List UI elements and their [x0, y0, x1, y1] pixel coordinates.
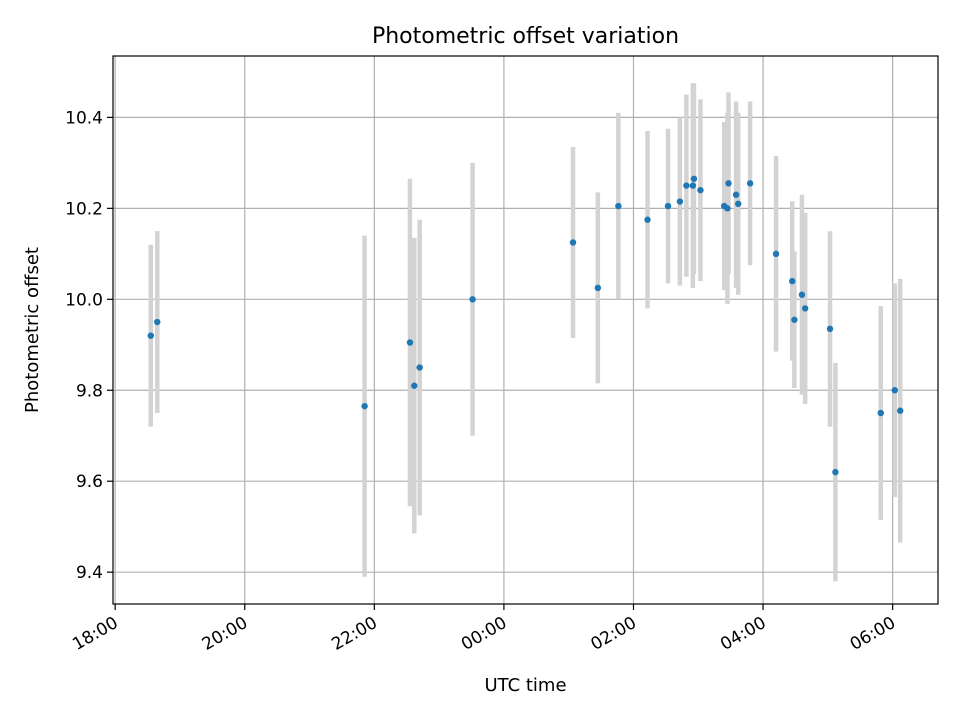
- y-axis-label: Photometric offset: [22, 247, 43, 413]
- data-point: [361, 402, 368, 410]
- data-point: [594, 284, 602, 292]
- data-point: [724, 205, 731, 212]
- data-point: [791, 316, 798, 323]
- data-point: [697, 186, 704, 194]
- grid-layer: [113, 56, 938, 604]
- data-point: [683, 182, 690, 189]
- point-layer: [147, 175, 904, 476]
- x-tick-label: 20:00: [199, 613, 251, 655]
- y-tick-label: 10.2: [65, 199, 103, 219]
- data-point: [772, 250, 780, 258]
- y-tick-label: 9.6: [76, 472, 103, 492]
- data-point: [725, 180, 732, 187]
- y-tick-label: 10.0: [65, 290, 103, 310]
- x-tick-label: 22:00: [328, 613, 380, 655]
- data-point: [615, 202, 622, 210]
- data-point: [801, 305, 809, 312]
- x-tick-label: 18:00: [69, 613, 121, 655]
- data-point: [664, 202, 672, 210]
- x-tick-label: 02:00: [588, 613, 640, 655]
- plot-frame: [112, 55, 939, 605]
- data-point: [746, 180, 754, 187]
- data-point: [732, 191, 740, 198]
- data-point: [735, 200, 742, 208]
- data-point: [832, 468, 839, 476]
- data-point: [891, 387, 899, 394]
- data-point: [411, 382, 418, 389]
- data-point: [406, 339, 414, 346]
- y-tick-label: 9.8: [76, 381, 103, 401]
- data-point: [644, 216, 651, 223]
- x-tick-label: 04:00: [717, 613, 769, 655]
- y-tick-label: 10.4: [65, 108, 103, 128]
- x-tick-label: 06:00: [847, 613, 899, 655]
- data-point: [147, 332, 154, 339]
- x-tick-label: 00:00: [458, 613, 510, 655]
- data-point: [569, 239, 577, 246]
- data-point: [416, 364, 423, 371]
- data-point: [689, 182, 697, 189]
- chart-title: Photometric offset variation: [372, 24, 679, 49]
- data-point: [690, 175, 698, 182]
- data-point: [877, 409, 884, 417]
- data-point: [789, 277, 796, 285]
- data-point: [897, 407, 904, 414]
- data-point: [469, 296, 476, 303]
- data-point: [798, 291, 806, 298]
- x-axis-label: UTC time: [484, 675, 566, 696]
- data-point: [826, 325, 834, 333]
- data-point: [676, 198, 684, 205]
- data-point: [154, 318, 161, 326]
- y-tick-label: 9.4: [76, 563, 103, 583]
- errorbar-layer: [148, 83, 903, 582]
